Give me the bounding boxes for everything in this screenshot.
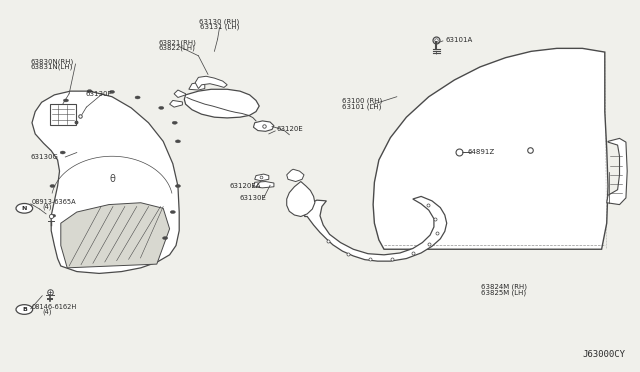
- Text: 63830N(RH): 63830N(RH): [31, 58, 74, 65]
- Circle shape: [172, 121, 177, 124]
- Text: 08146-6162H: 08146-6162H: [32, 304, 77, 310]
- Polygon shape: [184, 89, 259, 118]
- Polygon shape: [174, 90, 186, 97]
- Text: J63000CY: J63000CY: [583, 350, 626, 359]
- Circle shape: [109, 90, 115, 93]
- Circle shape: [175, 185, 180, 187]
- Circle shape: [135, 96, 140, 99]
- Text: (4): (4): [42, 309, 52, 315]
- Polygon shape: [195, 76, 227, 89]
- Text: 63100 (RH): 63100 (RH): [342, 98, 383, 105]
- Circle shape: [170, 211, 175, 214]
- Bar: [50, 104, 76, 125]
- Text: θ: θ: [109, 174, 115, 183]
- Polygon shape: [189, 83, 205, 90]
- Text: 63101A: 63101A: [445, 37, 473, 43]
- Text: 63131 (LH): 63131 (LH): [200, 23, 239, 30]
- Text: 63120EA: 63120EA: [229, 183, 260, 189]
- Text: 63825M (LH): 63825M (LH): [481, 289, 527, 296]
- Circle shape: [175, 140, 180, 143]
- Polygon shape: [287, 169, 304, 182]
- Text: 63824M (RH): 63824M (RH): [481, 284, 527, 291]
- Polygon shape: [305, 196, 447, 261]
- Circle shape: [16, 203, 33, 213]
- Polygon shape: [255, 174, 269, 181]
- Polygon shape: [170, 100, 182, 107]
- Text: 08913-6365A: 08913-6365A: [32, 199, 77, 205]
- Circle shape: [63, 99, 68, 102]
- Circle shape: [50, 185, 55, 187]
- Circle shape: [16, 305, 33, 314]
- Circle shape: [60, 151, 65, 154]
- Text: 63822(LH): 63822(LH): [159, 45, 196, 51]
- Text: 63821(RH): 63821(RH): [159, 39, 196, 46]
- Polygon shape: [253, 121, 274, 131]
- Text: 63130G: 63130G: [31, 154, 59, 160]
- Text: (4): (4): [42, 203, 52, 210]
- Text: 63101 (LH): 63101 (LH): [342, 103, 382, 110]
- Polygon shape: [61, 203, 170, 268]
- Circle shape: [159, 106, 164, 109]
- Polygon shape: [287, 182, 315, 217]
- Polygon shape: [32, 91, 179, 273]
- Text: B: B: [22, 307, 27, 312]
- Text: N: N: [22, 206, 27, 211]
- Text: 63130E: 63130E: [240, 195, 267, 201]
- Circle shape: [51, 214, 56, 217]
- Circle shape: [87, 90, 92, 93]
- Text: 63831N(LH): 63831N(LH): [31, 63, 73, 70]
- Text: 63120E: 63120E: [276, 126, 303, 132]
- Text: 63130 (RH): 63130 (RH): [200, 18, 239, 25]
- Polygon shape: [253, 182, 274, 188]
- Text: 64891Z: 64891Z: [467, 149, 495, 155]
- Circle shape: [163, 237, 168, 240]
- Polygon shape: [607, 138, 627, 205]
- Polygon shape: [373, 48, 608, 249]
- Text: 63130F: 63130F: [85, 91, 111, 97]
